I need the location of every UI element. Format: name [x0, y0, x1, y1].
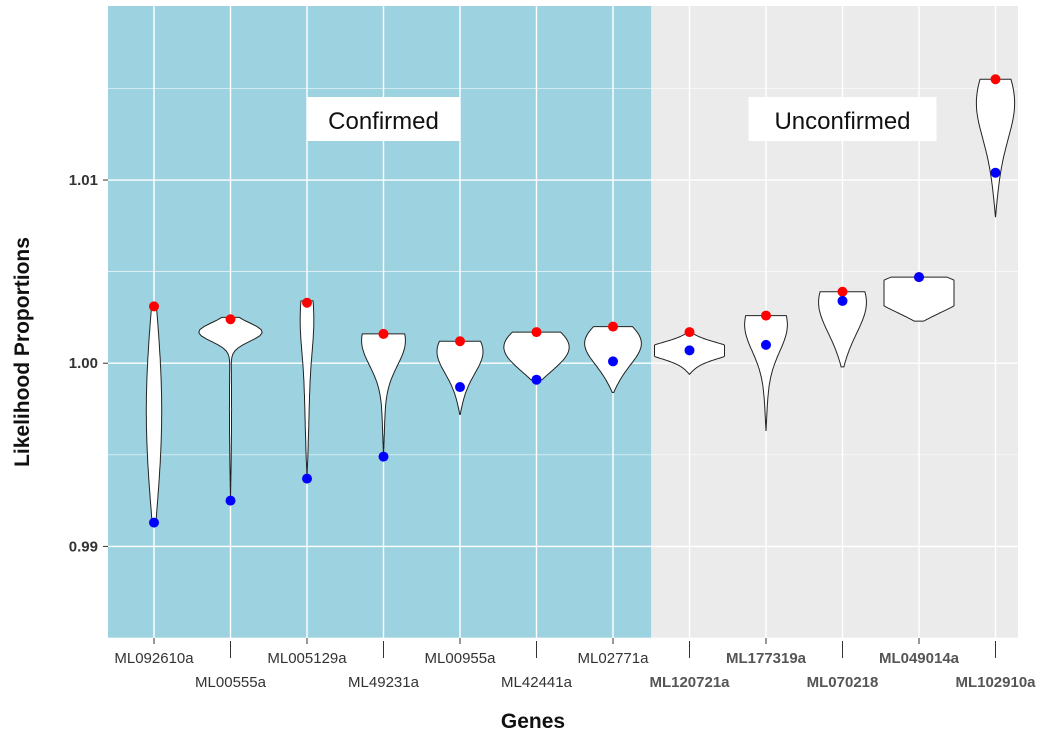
y-tick-label: 0.99	[69, 538, 98, 555]
points	[149, 74, 1001, 528]
group-label-text: Unconfirmed	[774, 108, 910, 135]
y-axis-title: Likelihood Proportions	[11, 237, 34, 467]
y-axis-ticks: 0.99 1.00 1.01	[69, 172, 108, 555]
blue-point-ML42441a	[531, 374, 542, 385]
x-tick-label-ML092610a: ML092610a	[114, 650, 194, 667]
violin-ML00955a	[436, 340, 484, 415]
x-axis-title: Genes	[501, 710, 565, 733]
x-tick-label-ML005129a: ML005129a	[267, 650, 347, 667]
blue-point-ML177319a	[761, 339, 771, 350]
blue-point-ML120721a	[684, 345, 695, 356]
x-tick-label-ML120721a: ML120721a	[649, 674, 730, 691]
blue-point-ML02771a	[608, 356, 618, 367]
violins	[145, 78, 1016, 524]
x-tick-label-ML070218: ML070218	[807, 674, 879, 691]
blue-point-ML049014a	[914, 272, 924, 283]
violin-ML42441a	[503, 331, 570, 381]
group-label-box	[748, 97, 937, 141]
red-point-ML120721a	[684, 327, 695, 338]
red-point-ML00955a	[455, 336, 465, 347]
violin-ML102910a	[975, 78, 1016, 218]
blue-point-ML49231a	[378, 451, 389, 462]
violin-ML070218	[818, 291, 867, 368]
red-point-ML092610a	[149, 301, 159, 312]
group-label-text: Confirmed	[328, 108, 439, 135]
blue-point-ML102910a	[990, 167, 1001, 178]
blue-point-ML092610a	[149, 517, 159, 528]
blue-point-ML00555a	[225, 495, 236, 506]
x-tick-label-ML49231a: ML49231a	[348, 674, 420, 691]
group-labels: Confirmed Unconfirmed	[306, 97, 937, 141]
x-tick-label-ML177319a: ML177319a	[726, 650, 807, 667]
x-tick-label-ML02771a: ML02771a	[578, 650, 650, 667]
group-label-confirmed: Confirmed	[306, 97, 461, 141]
x-tick-label-ML00955a: ML00955a	[425, 650, 497, 667]
red-point-ML102910a	[990, 74, 1001, 85]
group-label-unconfirmed: Unconfirmed	[748, 97, 937, 141]
red-point-ML02771a	[608, 321, 618, 332]
red-point-ML42441a	[531, 327, 542, 338]
group-label-box	[306, 97, 461, 141]
red-point-ML00555a	[225, 314, 236, 325]
red-point-ML49231a	[378, 328, 389, 339]
x-tick-label-ML00555a: ML00555a	[195, 674, 267, 691]
blue-point-ML005129a	[302, 473, 312, 484]
violin-ML049014a	[883, 276, 955, 322]
red-point-ML070218	[837, 286, 848, 297]
red-point-ML177319a	[761, 310, 771, 321]
blue-point-ML00955a	[455, 382, 465, 393]
x-tick-label-ML42441a: ML42441a	[501, 674, 573, 691]
blue-point-ML070218	[837, 295, 848, 306]
y-tick-label: 1.00	[69, 355, 98, 372]
x-tick-label-ML049014a: ML049014a	[879, 650, 960, 667]
y-tick-label: 1.01	[69, 172, 98, 189]
red-point-ML005129a	[302, 297, 312, 308]
x-tick-label-ML102910a: ML102910a	[955, 674, 1036, 691]
